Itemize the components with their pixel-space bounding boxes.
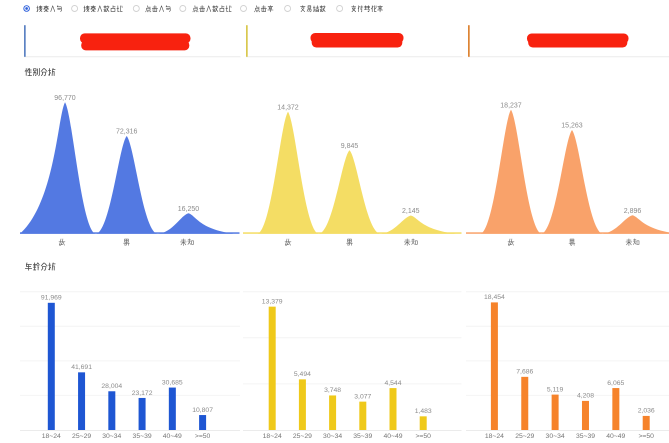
svg-text:>=50: >=50 bbox=[415, 433, 431, 440]
svg-text:40~49: 40~49 bbox=[163, 433, 182, 440]
svg-text:2,896: 2,896 bbox=[624, 208, 642, 215]
svg-text:30~34: 30~34 bbox=[102, 433, 121, 440]
svg-text:2,036: 2,036 bbox=[638, 408, 655, 415]
svg-text:18~24: 18~24 bbox=[263, 433, 282, 440]
svg-text:30~34: 30~34 bbox=[323, 433, 342, 440]
svg-text:>=50: >=50 bbox=[195, 433, 211, 440]
svg-text:4,208: 4,208 bbox=[577, 393, 594, 400]
svg-text:3,077: 3,077 bbox=[354, 393, 371, 400]
svg-text:40~49: 40~49 bbox=[383, 433, 402, 440]
svg-text:2,145: 2,145 bbox=[402, 208, 420, 215]
svg-text:72,316: 72,316 bbox=[116, 129, 138, 136]
svg-text:9,845: 9,845 bbox=[341, 143, 359, 150]
svg-text:18,454: 18,454 bbox=[484, 294, 505, 301]
svg-text:18~24: 18~24 bbox=[42, 433, 61, 440]
svg-text:28,004: 28,004 bbox=[101, 383, 122, 390]
svg-text:25~29: 25~29 bbox=[293, 433, 312, 440]
svg-text:25~29: 25~29 bbox=[72, 433, 91, 440]
svg-text:7,686: 7,686 bbox=[516, 369, 533, 376]
svg-text:16,250: 16,250 bbox=[178, 206, 200, 213]
svg-text:40~49: 40~49 bbox=[606, 433, 625, 440]
svg-text:3,748: 3,748 bbox=[324, 387, 341, 394]
svg-text:35~39: 35~39 bbox=[576, 433, 595, 440]
svg-text:5,494: 5,494 bbox=[294, 371, 311, 378]
svg-text:13,379: 13,379 bbox=[262, 298, 283, 305]
svg-text:6,065: 6,065 bbox=[607, 380, 624, 387]
svg-text:91,969: 91,969 bbox=[41, 295, 62, 302]
svg-text:18~24: 18~24 bbox=[485, 433, 504, 440]
svg-text:41,691: 41,691 bbox=[71, 364, 92, 371]
svg-text:35~39: 35~39 bbox=[133, 433, 152, 440]
svg-text:5,119: 5,119 bbox=[547, 386, 564, 393]
svg-text:18,237: 18,237 bbox=[500, 102, 522, 109]
svg-text:1,483: 1,483 bbox=[415, 408, 432, 415]
svg-text:30~34: 30~34 bbox=[546, 433, 565, 440]
svg-text:30,685: 30,685 bbox=[162, 379, 183, 386]
svg-text:35~39: 35~39 bbox=[353, 433, 372, 440]
svg-text:14,372: 14,372 bbox=[277, 104, 299, 111]
svg-text:10,807: 10,807 bbox=[192, 407, 213, 414]
svg-text:15,263: 15,263 bbox=[561, 123, 583, 130]
svg-text:96,770: 96,770 bbox=[54, 95, 76, 102]
svg-text:25~29: 25~29 bbox=[515, 433, 534, 440]
svg-text:>=50: >=50 bbox=[638, 433, 654, 440]
svg-text:4,544: 4,544 bbox=[384, 380, 401, 387]
svg-text:23,172: 23,172 bbox=[132, 390, 153, 397]
